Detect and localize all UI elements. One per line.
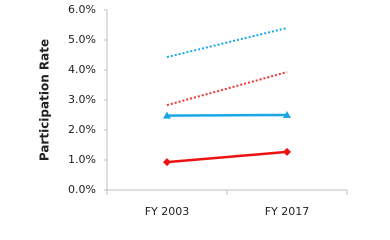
marker [283,147,291,156]
y-tick-label: 1.0% [68,153,96,166]
series-line [166,113,288,117]
marker [283,111,291,118]
y-axis-title: Participation Rate [38,39,52,161]
x-tick-label: FY 2003 [145,205,190,218]
series-line [166,27,288,59]
marker [163,158,171,167]
y-tick-label: 2.0% [68,123,96,136]
y-tick-label: 0.0% [68,183,96,196]
x-tick-label: FY 2017 [265,205,310,218]
y-tick-label: 4.0% [68,63,96,76]
marker [163,111,171,119]
series-line [166,71,288,107]
y-tick-label: 3.0% [68,93,96,106]
series-line [166,150,288,164]
y-tick-label: 5.0% [68,33,96,46]
y-tick-label: 6.0% [68,3,96,16]
